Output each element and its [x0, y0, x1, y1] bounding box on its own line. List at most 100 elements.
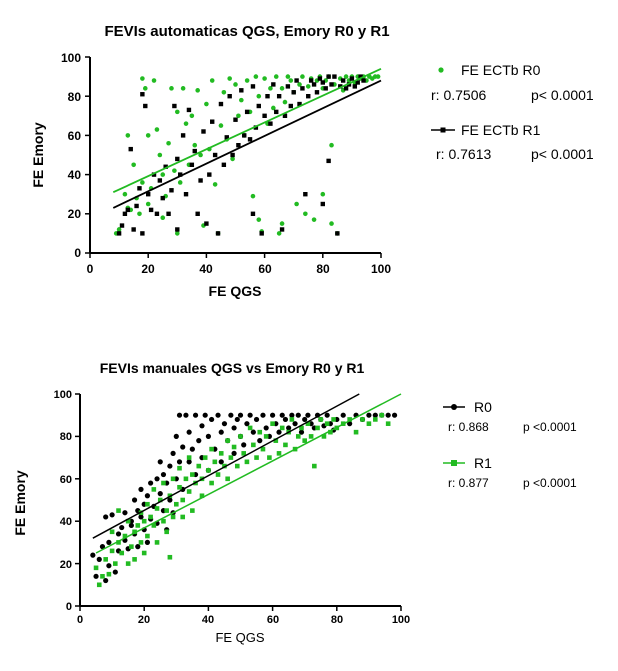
- chart2-y-tick-labels: 0 20 40 60 80 100: [54, 389, 72, 613]
- chart1-point-fe-ectb-r0: [183, 121, 189, 126]
- chart2-point-r0: [122, 510, 128, 516]
- chart1-point-fe-ectb-r0: [227, 76, 232, 81]
- chart1-point-fe-ectb-r0: [169, 86, 174, 91]
- chart1-x-tick-label: 100: [371, 262, 391, 276]
- chart1-point-fe-ectb-r1: [276, 94, 282, 99]
- chart1-legend: FE ECTb R0 r: 0.7506 p< 0.0001 FE ECTb R…: [431, 62, 594, 162]
- chart2-point-r1: [132, 557, 137, 562]
- chart2-point-r1: [202, 455, 208, 460]
- chart1-point-fe-ectb-r1: [215, 231, 221, 236]
- chart1-point-fe-ectb-r0: [271, 105, 276, 111]
- chart2-point-r0: [202, 412, 208, 418]
- chart1-point-fe-ectb-r1: [265, 94, 270, 99]
- chart2-point-r1: [302, 438, 307, 443]
- chart1-point-fe-ectb-r1: [212, 152, 218, 158]
- legend-label-r1: FE ECTb R1: [461, 122, 541, 138]
- chart1-x-axis-label: FE QGS: [209, 283, 262, 299]
- chart1-point-fe-ectb-r1: [294, 78, 299, 83]
- chart1-point-fe-ectb-r0: [236, 113, 241, 119]
- chart2-point-r0: [263, 425, 269, 431]
- chart2-y-tick-label: 0: [66, 601, 72, 613]
- chart1-point-fe-ectb-r1: [335, 231, 340, 236]
- chart2-point-r1: [308, 434, 314, 439]
- chart2-axes: [79, 394, 401, 607]
- chart2-point-r0: [138, 514, 144, 520]
- chart2-point-r0: [167, 463, 173, 469]
- chart2-point-r1: [148, 514, 153, 520]
- legend-marker-r1-manual: [451, 460, 457, 466]
- chart2-point-r1: [122, 533, 128, 539]
- chart2-point-r1: [373, 417, 378, 422]
- chart1-point-fe-ectb-r0: [160, 172, 166, 177]
- chart1-point-fe-ectb-r0: [297, 82, 302, 87]
- chart2-point-r1: [125, 561, 131, 566]
- chart1-point-fe-ectb-r1: [317, 76, 323, 81]
- chart2-y-axis-label: FE Emory: [12, 470, 28, 536]
- chart1-point-fe-ectb-r0: [305, 84, 311, 89]
- chart2-point-r0: [298, 429, 305, 435]
- chart1-point-fe-ectb-r0: [262, 76, 267, 81]
- chart2-point-r1: [167, 554, 173, 560]
- chart1-point-fe-ectb-r0: [329, 142, 334, 148]
- legend-r-r0: r: 0.7506: [431, 87, 486, 103]
- chart1-point-fe-ectb-r1: [361, 78, 366, 83]
- chart2-point-r1: [206, 468, 211, 473]
- chart2-point-r1: [379, 412, 385, 418]
- chart2-point-r0: [96, 556, 102, 562]
- chart2-point-r0: [250, 429, 256, 435]
- chart2-point-r1: [260, 446, 266, 452]
- legend-label-r0-manual: R0: [474, 399, 492, 415]
- chart1-point-fe-ectb-r0: [140, 76, 145, 81]
- chart2-point-r1: [170, 514, 176, 520]
- chart1-point-fe-ectb-r1: [320, 80, 325, 85]
- chart1-point-fe-ectb-r0: [276, 231, 282, 236]
- chart2-legend: R0 r: 0.868 p <0.0001 R1 r: 0.877 p <0.0…: [443, 399, 577, 490]
- chart2-point-r1: [315, 425, 320, 431]
- chart2-point-r0: [154, 476, 160, 482]
- chart1-point-fe-ectb-r1: [311, 82, 317, 87]
- chart2-point-r1: [186, 489, 192, 494]
- chart1-point-fe-ectb-r1: [227, 94, 232, 99]
- chart1-title: FEVIs automaticas QGS, Emory R0 y R1: [104, 23, 389, 40]
- chart2-point-r0: [128, 522, 134, 529]
- chart1-point-fe-ectb-r0: [151, 78, 157, 83]
- chart2-point-r1: [209, 446, 214, 452]
- chart2-point-r1: [141, 518, 147, 524]
- chart1-point-fe-ectb-r1: [195, 211, 200, 216]
- chart2-point-r0: [244, 421, 250, 427]
- chart2-point-r1: [254, 455, 259, 460]
- chart2-point-r1: [180, 514, 186, 520]
- chart2-point-r0: [106, 563, 112, 569]
- chart2-point-r1: [177, 465, 182, 471]
- chart1-point-fe-ectb-r0: [175, 231, 180, 236]
- chart1-point-fe-ectb-r1: [355, 80, 360, 85]
- chart1-point-fe-ectb-r0: [239, 97, 244, 103]
- chart1-point-fe-ectb-r0: [250, 193, 256, 199]
- chart2-point-r1: [161, 480, 166, 486]
- chart1-point-fe-ectb-r1: [224, 135, 229, 140]
- chart2-point-r0: [324, 412, 330, 418]
- chart1-point-fe-ectb-r1: [218, 101, 224, 107]
- chart1-point-fe-ectb-r0: [195, 88, 200, 93]
- chart2-point-r1: [116, 540, 121, 545]
- chart1-point-fe-ectb-r1: [259, 231, 264, 236]
- chart2-fit-line-r1: [95, 393, 402, 554]
- chart2-point-r1: [299, 425, 304, 431]
- chart2-point-r1: [145, 533, 150, 539]
- chart1-point-fe-ectb-r1: [146, 192, 151, 197]
- legend-label-r0: FE ECTb R0: [461, 62, 541, 78]
- chart2-point-r1: [347, 417, 352, 422]
- chart2-point-r1: [180, 497, 186, 503]
- chart1-point-fe-ectb-r1: [175, 156, 180, 162]
- chart2-point-r0: [180, 444, 186, 450]
- chart1-point-fe-ectb-r1: [352, 84, 358, 89]
- chart1-point-fe-ectb-r1: [244, 109, 250, 115]
- chart1-point-fe-ectb-r0: [311, 217, 317, 222]
- chart1-point-fe-ectb-r1: [207, 172, 212, 177]
- chart2-point-r1: [199, 493, 205, 499]
- chart1-point-fe-ectb-r1: [250, 211, 256, 216]
- chart1-point-fe-ectb-r1: [279, 227, 285, 232]
- chart1-ticks: [85, 56, 382, 258]
- legend-p-r1: p< 0.0001: [531, 146, 594, 162]
- chart2-point-r0: [93, 573, 99, 579]
